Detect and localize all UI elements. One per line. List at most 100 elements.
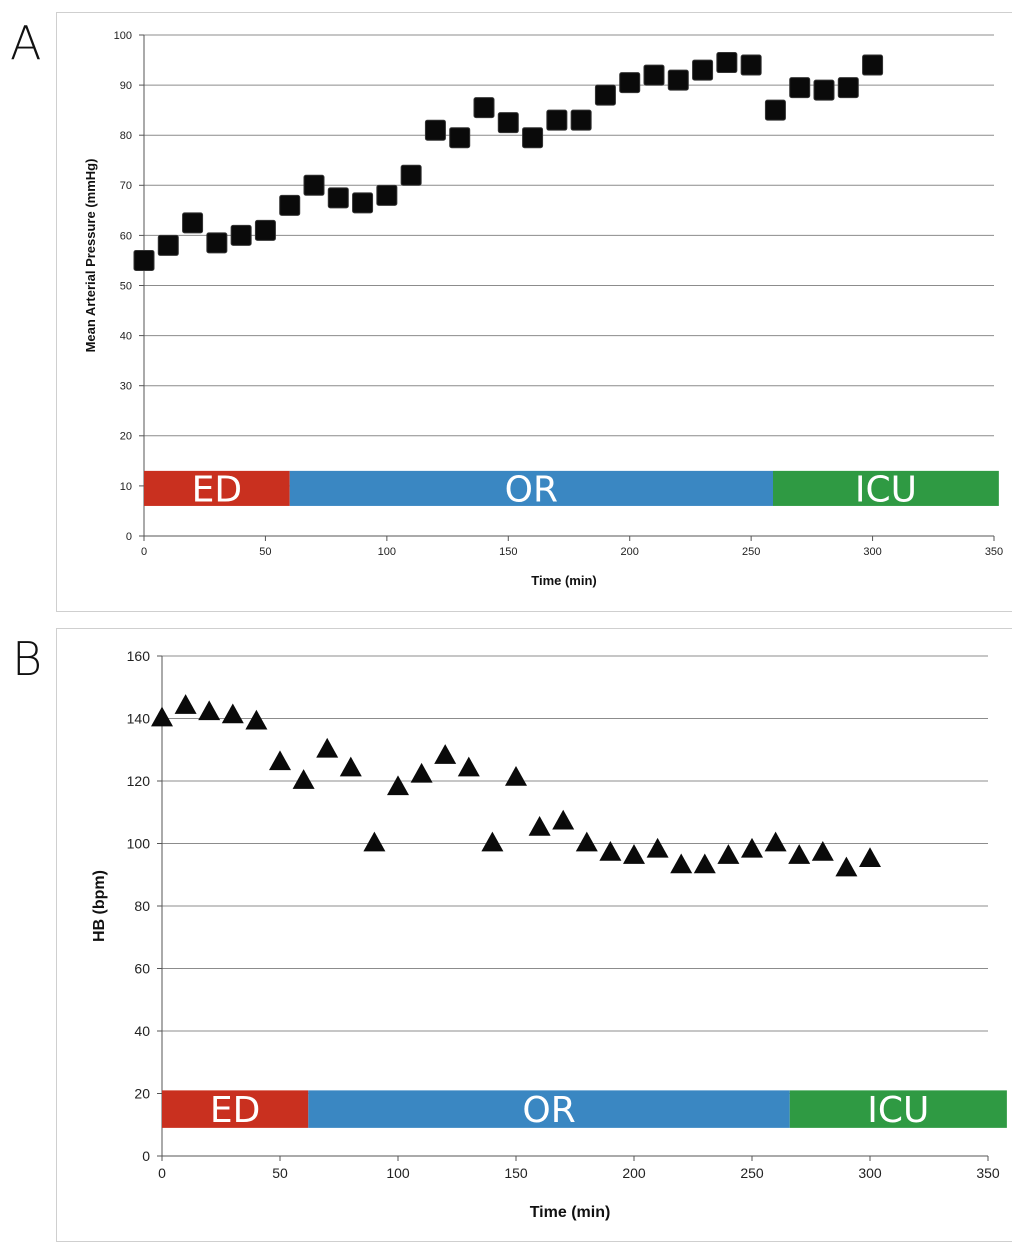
panel-b-phase-bar-ed (162, 1090, 309, 1128)
panel-b-data-point (387, 775, 409, 796)
panel-b-data-point (245, 709, 268, 730)
panel-b-x-tick-label: 200 (622, 1165, 646, 1181)
panel-a-data-point (303, 174, 325, 196)
panel-b-x-tick-label: 250 (740, 1165, 764, 1181)
panel-b-data-point (434, 744, 457, 764)
panel-a-data-point (643, 64, 665, 86)
panel-b-y-tick-label: 0 (142, 1148, 150, 1164)
panel-b-data-point (859, 847, 881, 868)
panel-b-y-tick-label: 60 (134, 960, 150, 976)
panel-a-data-point (862, 54, 884, 76)
panel-a-data-point (570, 109, 592, 131)
panel-a-data-point (594, 84, 616, 106)
panel-a-y-tick-label: 90 (120, 80, 132, 92)
panel-a-data-point (327, 187, 349, 209)
panel-b-x-tick-label: 50 (272, 1165, 288, 1181)
panel-a-data-point (837, 77, 859, 99)
panel-a-phase-label-or: OR (505, 469, 558, 510)
panel-a-data-point (376, 184, 398, 206)
panel-b-y-tick-label: 80 (134, 898, 150, 914)
panel-a-data-point (400, 164, 422, 186)
panel-b-data-point (741, 837, 763, 858)
panel-a-y-tick-label: 50 (120, 280, 132, 292)
panel-a-x-tick-label: 100 (378, 546, 396, 558)
panel-a-data-point (206, 232, 228, 254)
panel-a-x-tick-label: 250 (742, 546, 760, 558)
panel-b-data-point (457, 756, 480, 777)
panel-a-data-point (546, 109, 568, 131)
panel-a-data-point (133, 249, 155, 271)
panel-a-x-tick-label: 350 (985, 546, 1003, 558)
panel-b-data-point (363, 831, 386, 852)
panel-a-phase-bar-icu (773, 470, 999, 506)
panel-a-data-point (789, 77, 811, 99)
panel-b-data-point (174, 694, 197, 714)
panel-b-data-point (764, 831, 787, 852)
panel-b-x-tick-label: 350 (976, 1165, 1000, 1181)
panel-b-data-point (575, 831, 598, 852)
panel-a-data-point (497, 112, 519, 134)
panel-a-data-point (764, 99, 786, 121)
panel-b-data-point (151, 706, 173, 727)
panel-a-y-tick-label: 20 (120, 431, 132, 443)
panel-b-x-tick-label: 300 (858, 1165, 882, 1181)
panel-b-data-point (505, 765, 527, 786)
panel-a-phase-bar-ed (144, 470, 290, 506)
panel-a-data-point (449, 127, 471, 149)
panel-a-x-tick-label: 50 (259, 546, 271, 558)
panel-b-data-point (599, 840, 622, 861)
panel-b-data-point (316, 737, 339, 758)
panel-b-x-tick-label: 100 (386, 1165, 410, 1181)
panel-b-data-point (623, 844, 645, 864)
panel-b-data-point (646, 837, 669, 858)
panel-b-frame (56, 628, 1012, 1242)
panel-a-x-tick-label: 300 (863, 546, 881, 558)
panel-b-data-point (835, 856, 858, 877)
panel-b-data-point (552, 809, 575, 830)
panel-a-data-point (667, 69, 689, 91)
panel-a-data-point (230, 224, 252, 246)
panel-a-data-point (157, 234, 179, 256)
panel-b-y-tick-label: 140 (127, 710, 151, 726)
panel-b-y-tick-label: 100 (127, 835, 151, 851)
panel-a-data-point (619, 72, 641, 94)
panel-a-data-point (182, 212, 204, 234)
panel-b-x-axis-title: Time (min) (530, 1204, 611, 1221)
panel-a-y-tick-label: 30 (120, 381, 132, 393)
panel-a-data-point (254, 219, 276, 241)
panel-b-phase-label-or: OR (522, 1090, 575, 1131)
panel-b-data-point (221, 703, 244, 724)
panel-b-y-tick-label: 160 (127, 648, 151, 664)
panel-b-data-point (410, 762, 433, 783)
panel-b-y-axis-title: HB (bpm) (91, 870, 108, 942)
panel-b-phase-label-ed: ED (210, 1090, 260, 1131)
panel-b-data-point (339, 756, 362, 777)
panel-b-x-tick-label: 150 (504, 1165, 528, 1181)
panel-b-y-tick-label: 40 (134, 1023, 150, 1039)
panel-a-x-tick-label: 150 (499, 546, 517, 558)
panel-b-phase-bar-icu (789, 1090, 1007, 1128)
panel-a-data-point (692, 59, 714, 81)
panel-a-y-tick-label: 40 (120, 330, 132, 342)
panel-a-y-tick-label: 0 (126, 531, 132, 543)
panel-a-data-point (424, 119, 446, 141)
panel-b-data-point (811, 840, 834, 861)
panel-a-y-tick-label: 70 (120, 180, 132, 192)
panel-a-y-tick-label: 80 (120, 130, 132, 142)
panel-b-y-tick-label: 120 (127, 773, 151, 789)
panel-a-frame (56, 12, 1012, 612)
panel-a-y-tick-label: 10 (120, 481, 132, 493)
panel-a-y-tick-label: 100 (114, 30, 132, 42)
panel-a-y-axis-title: Mean Arterial Pressure (mmHg) (83, 159, 98, 353)
panel-a-phase-bar-or (289, 470, 773, 506)
panel-b-data-point (481, 831, 504, 852)
panel-a-data-point (740, 54, 762, 76)
panel-b-data-point (670, 853, 693, 874)
panel-b-letter: B (12, 632, 43, 686)
panel-a-data-point (279, 194, 301, 216)
panel-a-x-axis-title: Time (min) (531, 573, 597, 588)
panel-b-data-point (198, 700, 221, 721)
panel-b-phase-bar-or (308, 1090, 790, 1128)
panel-a-data-point (522, 127, 544, 149)
